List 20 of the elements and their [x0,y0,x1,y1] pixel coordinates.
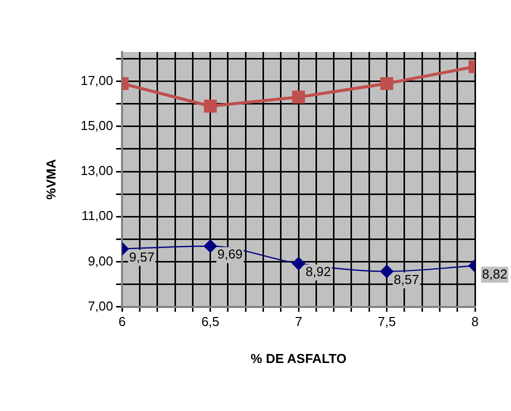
data-label: 9,57 [129,249,154,264]
y-tick-label: 7,00 [88,298,114,314]
x-tick-label: 8 [471,314,479,330]
data-label: 8,82 [482,266,508,282]
y-axis-title: %VMA [43,158,58,200]
x-axis-title: % DE ASFALTO [250,350,346,366]
y-tick-label: 15,00 [80,118,114,133]
x-tick-label: 7 [294,314,302,330]
data-label: 8,57 [394,272,420,287]
data-label: 8,92 [306,264,331,280]
data-label: 9,69 [217,246,243,262]
y-tick-label: 13,00 [80,163,114,178]
point [292,256,306,270]
x-tick-label: 6 [118,314,126,330]
y-tick-label: 17,00 [80,72,114,88]
point [292,90,306,104]
y-tick-label: 11,00 [82,208,114,224]
x-tick-label: 6,5 [201,314,220,330]
y-tick-label: 9,00 [88,253,114,268]
x-tick-label: 7,5 [378,314,396,330]
